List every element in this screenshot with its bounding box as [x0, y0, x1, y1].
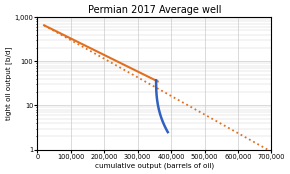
- Y-axis label: tight oil output [b/d]: tight oil output [b/d]: [5, 47, 12, 120]
- X-axis label: cumulative output (barrels of oil): cumulative output (barrels of oil): [95, 163, 214, 169]
- Title: Permian 2017 Average well: Permian 2017 Average well: [88, 5, 221, 15]
